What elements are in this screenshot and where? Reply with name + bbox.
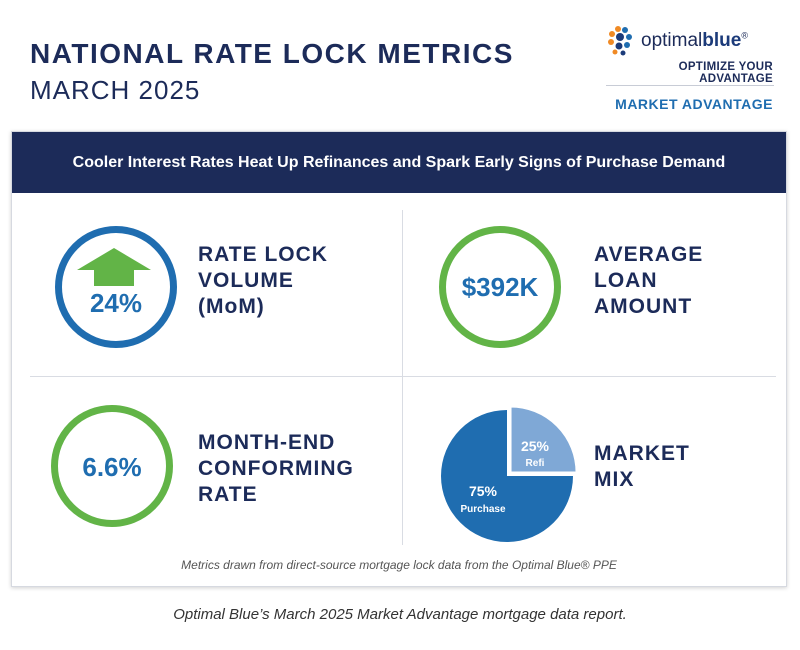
page-title: NATIONAL RATE LOCK METRICS (30, 38, 514, 69)
rate-label-line-3: RATE (198, 483, 258, 506)
volume-label-line-1: RATE LOCK (198, 243, 328, 266)
mix-label-line-2: MIX (594, 468, 635, 491)
rate-label: MONTH-END CONFORMING RATE (198, 430, 354, 508)
loan-label-line-3: AMOUNT (594, 295, 693, 318)
mix-label-line-1: MARKET (594, 442, 690, 465)
loan-label-line-1: AVERAGE (594, 243, 704, 266)
footnote: Metrics drawn from direct-source mortgag… (181, 558, 617, 572)
rate-ring (51, 405, 173, 527)
logo-word-optimal: optimal (641, 30, 703, 51)
vertical-divider (402, 210, 403, 545)
report-caption: Optimal Blue’s March 2025 Market Advanta… (173, 606, 627, 623)
rate-value: 6.6% (82, 452, 142, 482)
purchase-pct-label: 75% (469, 483, 498, 499)
volume-label-line-2: VOLUME (198, 269, 294, 292)
logo-divider (606, 85, 774, 86)
volume-value: 24% (89, 288, 143, 318)
volume-label: RATE LOCK VOLUME (MoM) (198, 242, 328, 320)
purchase-name-label: Purchase (460, 504, 505, 515)
report-section-label: MARKET ADVANTAGE (615, 96, 773, 112)
rate-label-line-1: MONTH-END (198, 431, 336, 454)
metrics-card: Cooler Interest Rates Heat Up Refinances… (11, 131, 787, 587)
market-mix-pie-chart: 25% Refi 75% Purchase (441, 406, 577, 542)
pie-slice-refi (509, 406, 577, 474)
optimal-blue-logo-icon (608, 26, 632, 56)
mix-label: MARKET MIX (594, 441, 690, 493)
rate-label-line-2: CONFORMING (198, 457, 354, 480)
loan-value: $392K (461, 272, 539, 302)
refi-name-label: Refi (526, 458, 545, 469)
loan-ring (439, 226, 561, 348)
horizontal-divider (30, 376, 776, 377)
refi-pct-label: 25% (521, 438, 550, 454)
up-arrow-icon (77, 248, 151, 286)
headline-banner: Cooler Interest Rates Heat Up Refinances… (12, 132, 786, 193)
volume-label-line-3: (MoM) (198, 295, 265, 318)
volume-ring (55, 226, 177, 348)
loan-label: AVERAGE LOAN AMOUNT (594, 242, 703, 320)
logo-dots-icon (608, 26, 632, 56)
logo-registered-mark: ® (741, 30, 748, 41)
logo-word-blue: blue (702, 30, 742, 51)
page-subtitle: MARCH 2025 (30, 75, 201, 105)
logo-wordmark: optimalblue® (641, 30, 748, 52)
brand-tagline: OPTIMIZE YOUR ADVANTAGE (678, 61, 773, 85)
pie-slice-purchase (441, 410, 573, 542)
loan-label-line-2: LOAN (594, 269, 658, 292)
